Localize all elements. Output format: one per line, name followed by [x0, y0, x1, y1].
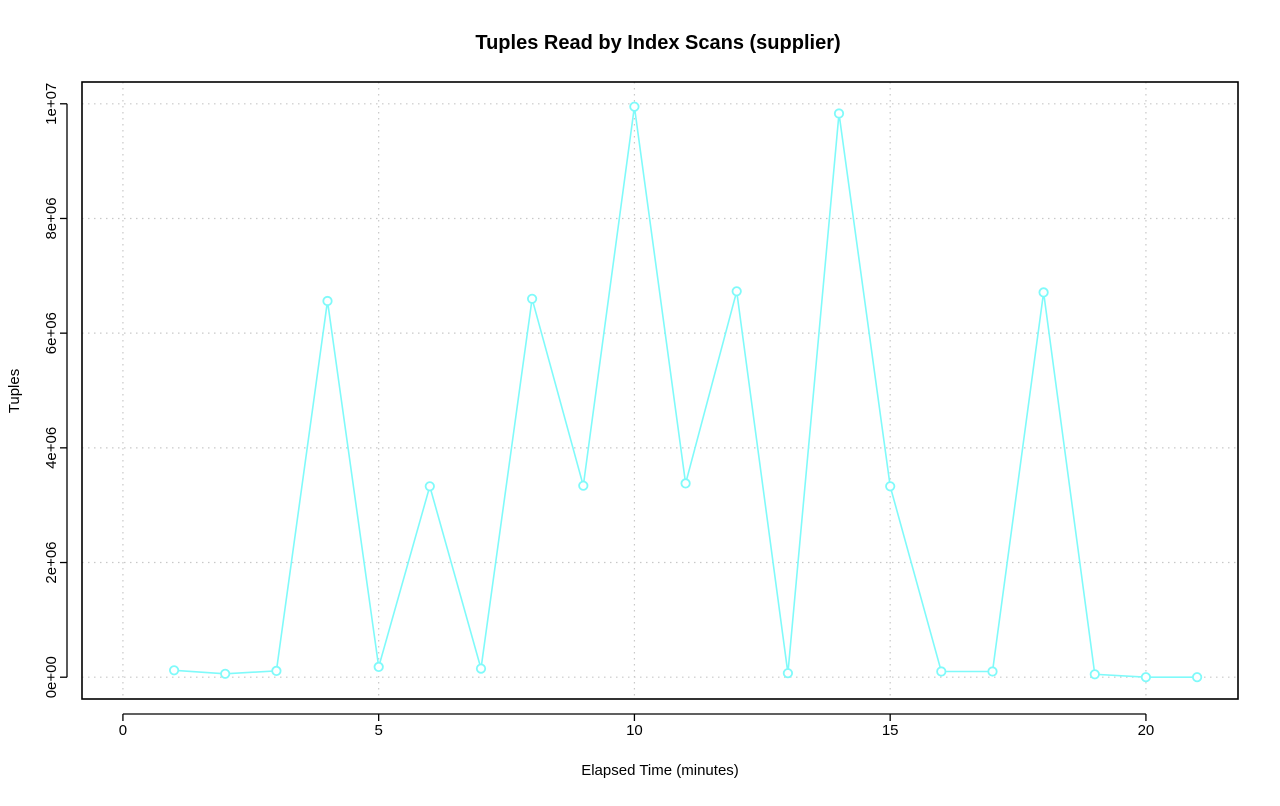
chart-title: Tuples Read by Index Scans (supplier) — [475, 32, 840, 54]
data-point — [271, 665, 282, 677]
data-point — [987, 666, 998, 677]
data-point — [220, 668, 231, 679]
grid-lines — [82, 82, 1238, 699]
axes: 0 5 10 15 20 0e+00 2e+06 4e+06 6e+06 8e+06 1e+07 — [43, 83, 1154, 739]
data-point — [475, 663, 487, 674]
data-point — [833, 108, 845, 119]
y-tick-label: 4e+06 — [43, 427, 60, 469]
data-point — [936, 666, 947, 677]
y-tick-label: 0e+00 — [43, 656, 60, 698]
plot-frame — [81, 81, 1239, 700]
data-point — [1089, 669, 1100, 680]
data-point — [782, 668, 794, 679]
x-tick-label: 10 — [626, 722, 643, 739]
data-point — [424, 481, 435, 492]
data-point — [731, 286, 742, 297]
data-point — [578, 480, 589, 491]
data-point — [373, 661, 384, 673]
data-point — [169, 665, 180, 676]
y-tick-label: 1e+07 — [43, 83, 60, 125]
data-point — [1140, 672, 1152, 683]
y-axis-label: Tuples — [6, 369, 23, 413]
data-point — [322, 295, 333, 307]
data-point — [629, 101, 640, 112]
x-tick-label: 15 — [882, 722, 899, 739]
x-tick-label: 0 — [119, 722, 127, 739]
data-point — [526, 293, 538, 304]
data-point — [1038, 287, 1049, 298]
y-tick-label: 6e+06 — [43, 312, 60, 354]
y-tick-label: 2e+06 — [43, 541, 60, 583]
y-tick-label: 8e+06 — [43, 197, 60, 239]
data-point — [1192, 672, 1203, 683]
x-tick-label: 5 — [375, 722, 383, 739]
series-line — [174, 106, 1198, 679]
x-axis-label: Elapsed Time (minutes) — [581, 762, 739, 779]
x-tick-label: 20 — [1138, 722, 1155, 739]
data-point — [885, 481, 896, 492]
data-point — [680, 478, 691, 489]
series-layer — [169, 101, 1203, 683]
